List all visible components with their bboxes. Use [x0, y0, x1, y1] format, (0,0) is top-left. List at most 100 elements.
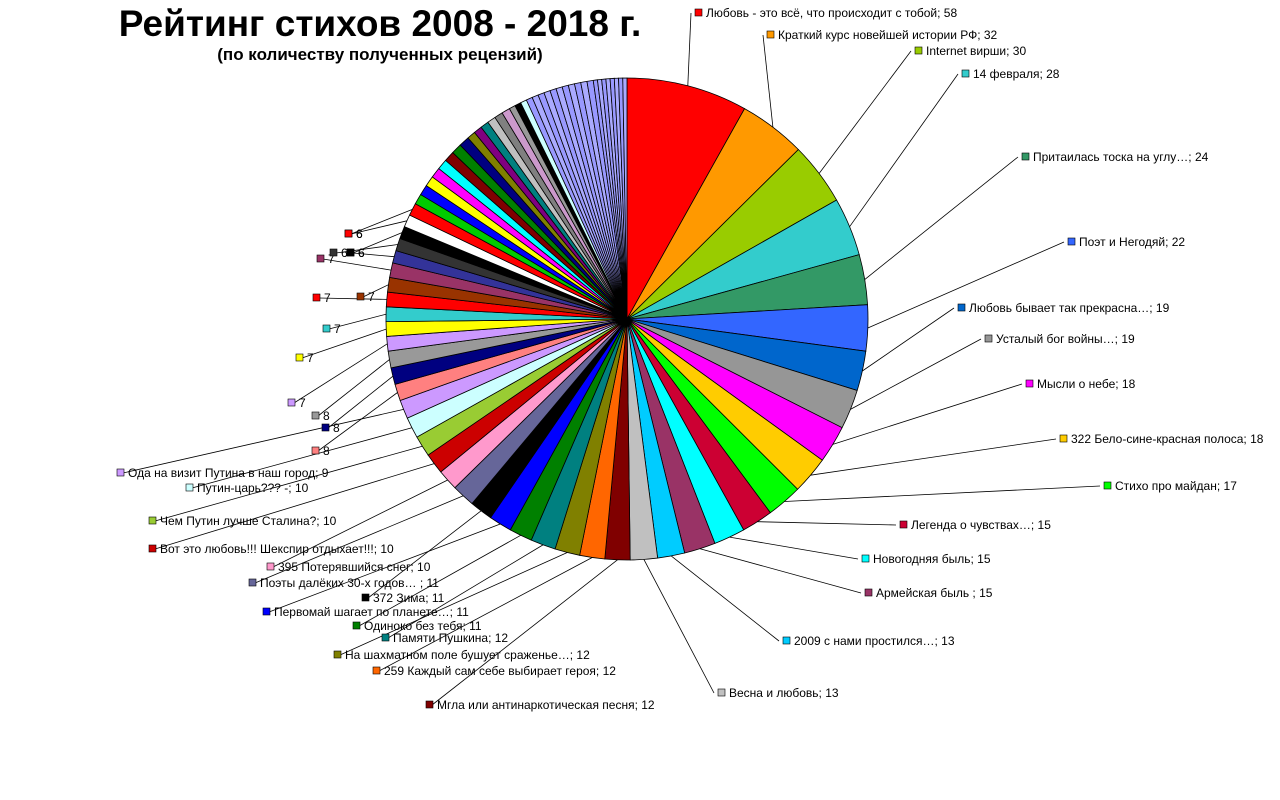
data-label: Армейская быль ; 15: [876, 586, 993, 600]
data-label: 6: [356, 227, 363, 241]
data-label: Первомай шагает по планете…; 11: [274, 605, 469, 619]
label-key: [185, 483, 194, 492]
data-label: 7: [299, 396, 306, 410]
data-label: Памяти Пушкина; 12: [393, 631, 508, 645]
label-key: [329, 248, 338, 257]
leader-line: [268, 523, 501, 613]
leader-line: [191, 427, 413, 489]
label-key: [311, 446, 320, 455]
leader-line: [301, 328, 387, 359]
label-key: [1067, 237, 1076, 246]
label-key: [262, 607, 271, 616]
label-key: [312, 293, 321, 302]
leader-line: [670, 555, 780, 642]
leader-line: [810, 438, 1057, 476]
leader-line: [832, 383, 1023, 445]
leader-line: [327, 375, 394, 429]
leader-line: [850, 338, 982, 410]
label-key: [984, 334, 993, 343]
leader-line: [699, 548, 862, 594]
label-key: [861, 554, 870, 563]
leader-line: [272, 479, 448, 568]
leader-line: [378, 557, 593, 672]
label-key: [356, 292, 365, 301]
data-label: Новогодняя быль; 15: [873, 552, 991, 566]
data-label: 7: [368, 290, 375, 304]
data-label: Усталый бог войны…; 19: [996, 332, 1135, 346]
leader-line: [350, 209, 413, 235]
label-key: [957, 303, 966, 312]
leader-lines: [122, 12, 1101, 706]
leader-line: [318, 297, 387, 300]
label-key: [782, 636, 791, 645]
data-label: 7: [334, 322, 341, 336]
label-key: [372, 666, 381, 675]
data-label: Любовь - это всё, что происходит с тобой…: [706, 6, 957, 20]
label-key: [311, 411, 320, 420]
leader-line: [867, 241, 1065, 329]
data-label: 8: [333, 421, 340, 435]
leader-line: [293, 343, 388, 404]
leader-line: [367, 510, 482, 599]
leader-line: [757, 521, 897, 526]
leader-line: [387, 544, 544, 639]
data-label: Путин-царь??? -; 10: [197, 481, 309, 495]
label-key: [321, 423, 330, 432]
data-label: 372 Зима; 11: [373, 591, 445, 605]
data-label: 395 Потерявшийся снег; 10: [278, 560, 431, 574]
data-label: 8: [323, 409, 330, 423]
label-key: [148, 516, 157, 525]
data-label: 6: [341, 246, 348, 260]
data-label: Internet вирши; 30: [926, 44, 1026, 58]
data-label: Ода на визит Путина в наш город; 9: [128, 466, 329, 480]
data-label: 6: [356, 227, 363, 241]
label-key: [287, 398, 296, 407]
data-label: Краткий курс новейшей истории РФ; 32: [778, 28, 998, 42]
data-label: Мысли о небе; 18: [1037, 377, 1136, 391]
label-key: [266, 562, 275, 571]
label-key: [914, 46, 923, 55]
data-label: Весна и любовь; 13: [729, 686, 839, 700]
chart-title: Рейтинг стихов 2008 - 2018 г.: [118, 3, 642, 44]
leader-line: [358, 534, 521, 627]
label-key: [361, 593, 370, 602]
data-label: Любовь бывает так прекрасна…; 19: [969, 301, 1170, 315]
label-key: [1025, 379, 1034, 388]
leader-line: [154, 445, 423, 522]
data-label: Стихо про майдан; 17: [1115, 479, 1237, 493]
leader-line: [254, 495, 464, 584]
leader-line: [431, 559, 618, 706]
data-label: 8: [323, 444, 330, 458]
leader-line: [849, 73, 959, 227]
pie-slice: [622, 77, 628, 320]
data-label: Поэт и Негодяй; 22: [1079, 235, 1185, 249]
data-label: 7: [324, 291, 331, 305]
leader-line: [322, 258, 392, 271]
data-label: 14 февраля; 28: [973, 67, 1060, 81]
label-key: [899, 520, 908, 529]
leader-line: [352, 232, 403, 254]
label-key: [1059, 434, 1068, 443]
leader-line: [122, 409, 404, 474]
data-label: Легенда о чувствах…; 15: [911, 518, 1051, 532]
data-label: 7: [307, 351, 314, 365]
leader-line: [818, 50, 912, 174]
label-key: [694, 8, 703, 17]
leader-line: [862, 307, 955, 372]
label-key: [316, 254, 325, 263]
leader-line: [729, 536, 859, 560]
chart-subtitle: (по количеству полученных рецензий): [217, 45, 543, 64]
label-key: [116, 468, 125, 477]
leader-line: [350, 220, 407, 235]
label-key: [295, 353, 304, 362]
data-label: Поэты далёких 30-х годов… ; 11: [260, 576, 439, 590]
data-label: Мгла или антинаркотическая песня; 12: [437, 698, 655, 712]
data-label: Притаилась тоска на углу…; 24: [1033, 150, 1209, 164]
data-label: 259 Каждый сам себе выбирает героя; 12: [384, 664, 616, 678]
label-key: [381, 633, 390, 642]
leader-line: [328, 313, 387, 330]
label-key: [766, 30, 775, 39]
leader-line: [317, 359, 390, 417]
label-key: [1021, 152, 1030, 161]
